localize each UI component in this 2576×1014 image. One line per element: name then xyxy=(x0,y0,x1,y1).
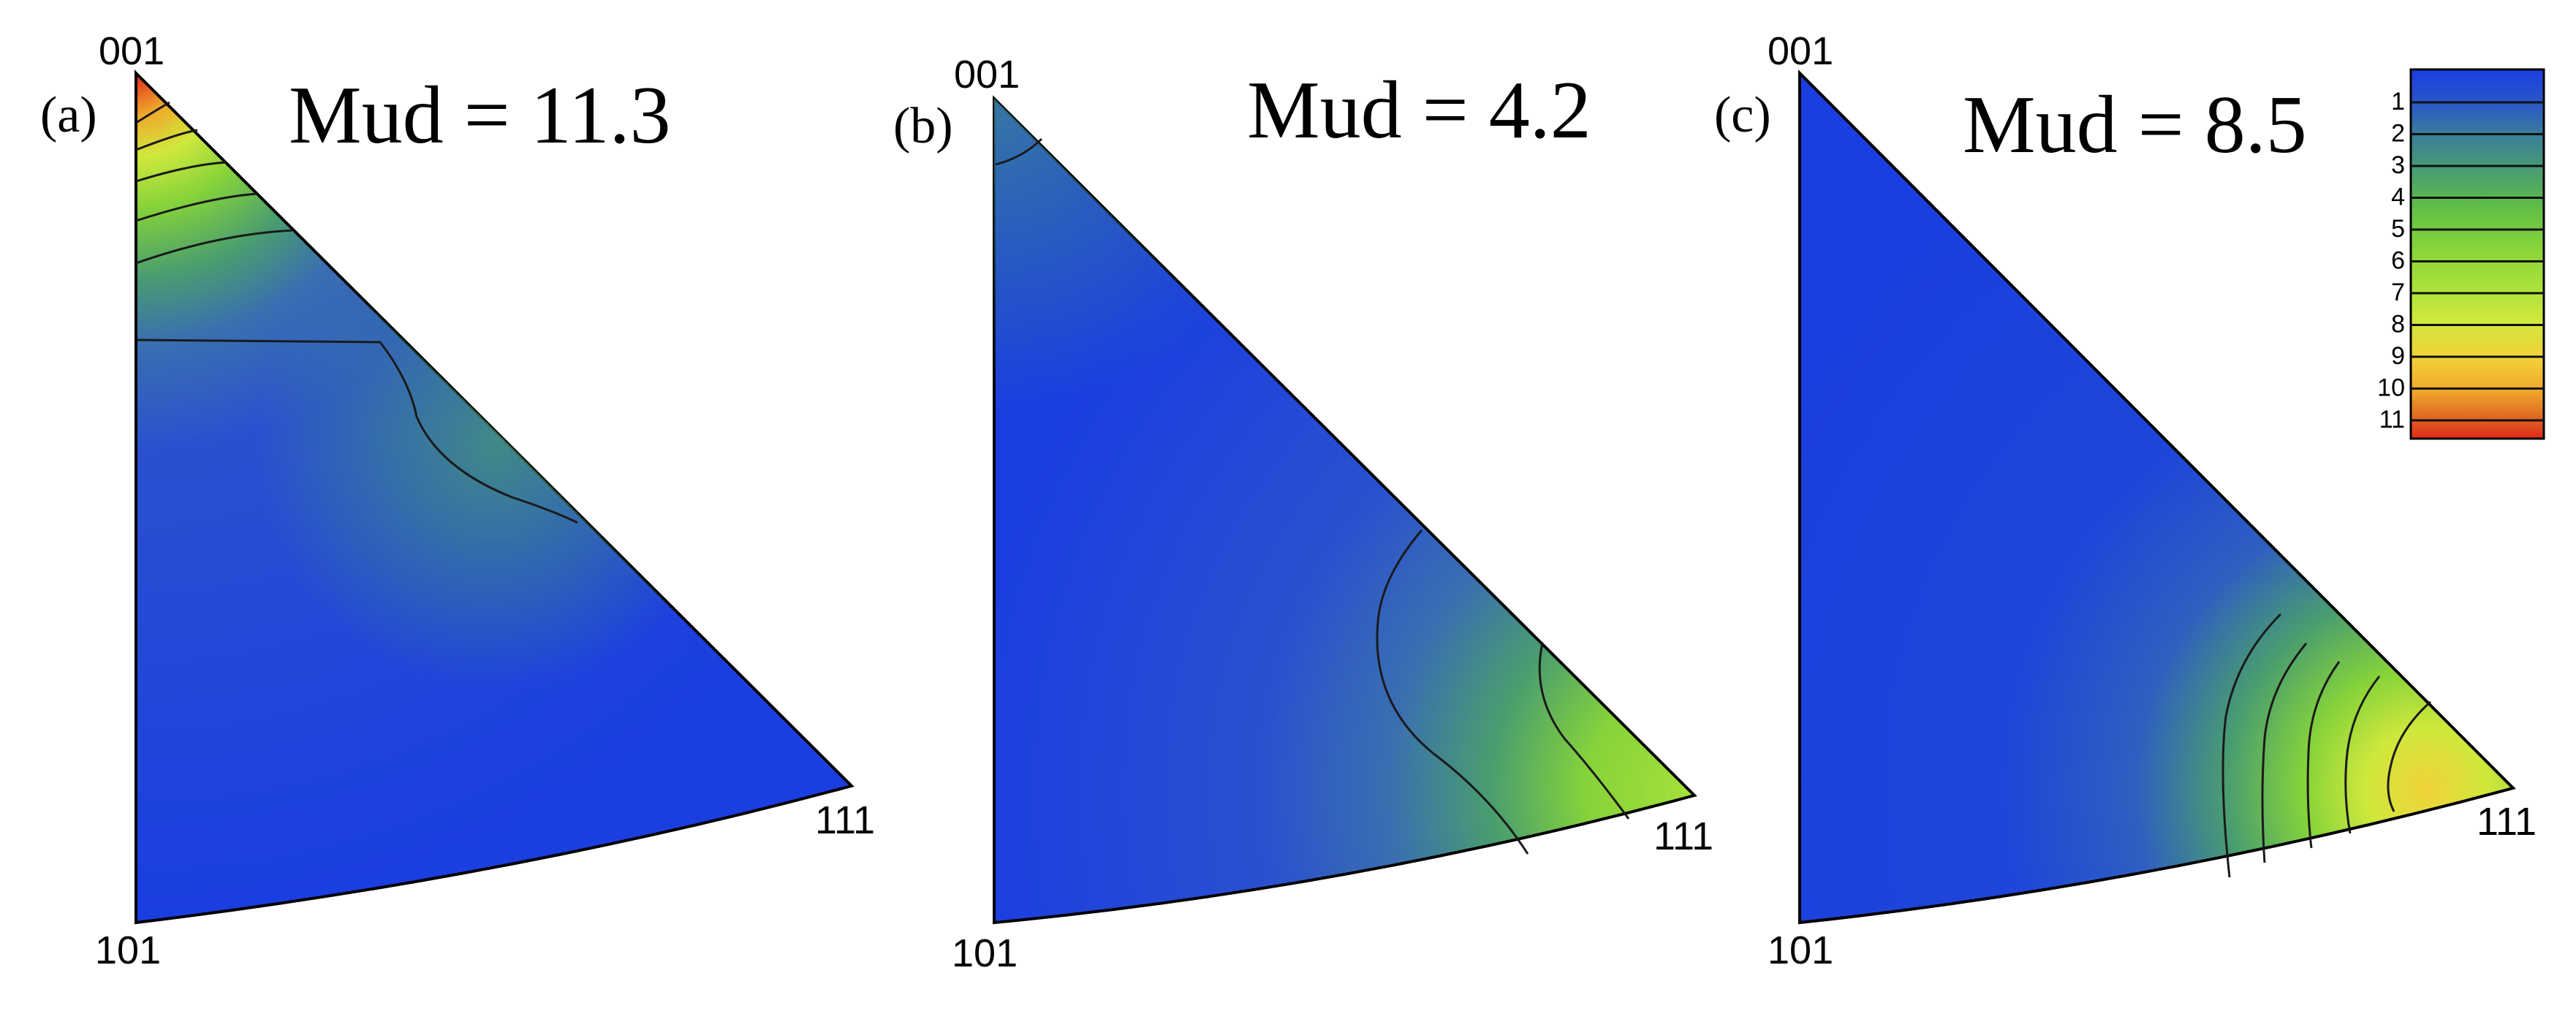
panel-c-corner-101: 101 xyxy=(1768,928,1833,972)
panel-c-mud: Mud = 8.5 xyxy=(1963,80,2307,170)
legend-ticks: 1 2 3 4 5 6 7 8 9 10 11 xyxy=(2377,88,2544,434)
panel-b-top-tint xyxy=(994,99,1694,923)
legend-tick-label-11: 11 xyxy=(2379,406,2405,434)
legend-colorbar xyxy=(2409,68,2545,440)
legend-tick-label-5: 5 xyxy=(2391,215,2405,243)
panel-b-contours xyxy=(995,137,1630,855)
panel-b-label: (b) xyxy=(893,98,953,154)
panel-a-contours xyxy=(135,101,578,524)
color-legend: 1 2 3 4 5 6 7 8 9 10 11 xyxy=(2377,68,2545,440)
legend-tick-label-3: 3 xyxy=(2391,151,2405,179)
legend-tick-label-7: 7 xyxy=(2391,279,2405,306)
panel-a-corner-001: 001 xyxy=(99,29,164,73)
panel-a: (a) Mud = 11.3 001 101 111 xyxy=(40,29,875,972)
legend-tick-label-8: 8 xyxy=(2391,311,2405,338)
legend-tick-label-10: 10 xyxy=(2377,374,2405,402)
panel-c: (c) Mud = 8.5 001 101 111 xyxy=(1714,29,2537,972)
panel-b-corner-001: 001 xyxy=(954,53,1020,97)
panel-b: (b) Mud = 4.2 001 101 111 xyxy=(893,53,1713,975)
panel-a-mud: Mud = 11.3 xyxy=(289,70,671,161)
legend-tick-label-6: 6 xyxy=(2391,247,2405,275)
panel-c-label: (c) xyxy=(1714,87,1771,143)
panel-a-label: (a) xyxy=(40,87,97,143)
panel-a-corner-101: 101 xyxy=(95,928,161,972)
panel-b-corner-101: 101 xyxy=(952,931,1018,975)
panel-b-corner-111: 111 xyxy=(1653,814,1713,858)
panel-c-corner-111: 111 xyxy=(2477,800,2537,844)
panel-c-contours xyxy=(2221,613,2431,878)
legend-tick-label-2: 2 xyxy=(2391,120,2405,148)
panel-c-corner-001: 001 xyxy=(1768,29,1833,73)
panel-a-lobe xyxy=(136,73,852,923)
panel-b-mud: Mud = 4.2 xyxy=(1247,65,1591,156)
legend-tick-label-9: 9 xyxy=(2391,342,2405,370)
legend-tick-label-1: 1 xyxy=(2391,88,2405,116)
legend-tick-label-4: 4 xyxy=(2391,183,2405,211)
panel-a-corner-111: 111 xyxy=(815,798,875,842)
panel-c-triangle xyxy=(1798,69,2516,925)
